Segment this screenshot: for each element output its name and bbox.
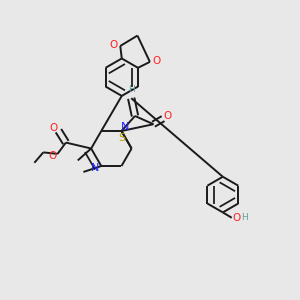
Text: O: O (48, 151, 56, 161)
Text: O: O (152, 56, 160, 66)
Text: O: O (49, 123, 57, 133)
Text: H: H (128, 85, 135, 94)
Text: N: N (121, 122, 129, 132)
Text: O: O (164, 111, 172, 121)
Text: H: H (241, 213, 247, 222)
Text: N: N (91, 163, 99, 172)
Text: S: S (118, 134, 126, 143)
Text: O: O (110, 40, 118, 50)
Text: O: O (232, 213, 241, 223)
